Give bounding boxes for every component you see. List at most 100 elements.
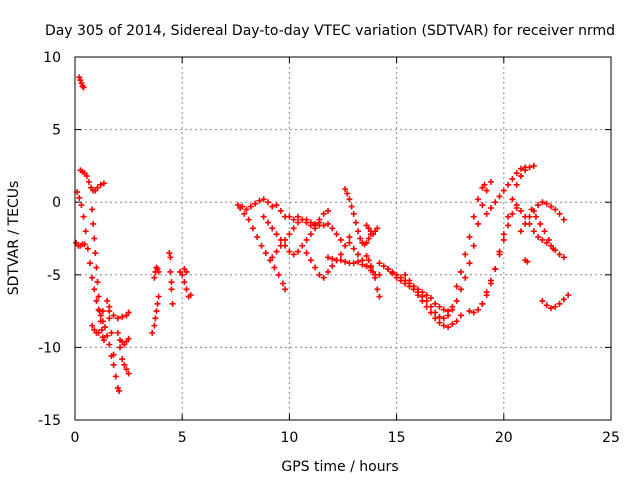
data-point	[492, 199, 499, 206]
data-point	[183, 286, 190, 293]
data-point	[346, 196, 353, 203]
data-point	[98, 326, 105, 333]
data-point	[104, 332, 111, 339]
series-arc-ab	[402, 178, 494, 322]
data-point	[449, 321, 456, 328]
data-point	[294, 213, 301, 220]
data-point	[436, 303, 443, 310]
data-point	[121, 361, 128, 368]
data-point	[76, 194, 83, 201]
data-point	[376, 293, 383, 300]
data-point	[457, 286, 464, 293]
data-point	[374, 286, 381, 293]
data-point	[423, 292, 430, 299]
data-point	[547, 203, 554, 210]
data-point	[539, 199, 546, 206]
y-tick-label: 0	[52, 195, 61, 211]
data-point	[532, 213, 539, 220]
data-point	[94, 279, 101, 286]
data-point	[181, 279, 188, 286]
data-point	[528, 206, 535, 213]
data-point	[264, 199, 271, 206]
x-tick-label: 20	[495, 430, 513, 446]
data-point	[445, 312, 452, 319]
data-point	[89, 206, 96, 213]
data-point	[320, 210, 327, 217]
data-point	[91, 286, 98, 293]
data-point	[106, 315, 113, 322]
data-point	[114, 315, 121, 322]
data-point	[483, 292, 490, 299]
data-point	[249, 225, 256, 232]
data-point	[166, 250, 173, 257]
data-point	[262, 250, 269, 257]
data-point	[273, 202, 280, 209]
data-point	[85, 178, 92, 185]
data-point	[258, 242, 265, 249]
data-point	[110, 312, 117, 319]
series-arc-y	[363, 252, 383, 300]
data-point	[410, 283, 417, 290]
series-arc-s	[282, 213, 344, 243]
x-tick-label: 10	[280, 430, 298, 446]
data-point	[89, 274, 96, 281]
data-point	[183, 268, 190, 275]
data-point	[427, 303, 434, 310]
data-point	[565, 292, 572, 299]
data-point	[436, 313, 443, 320]
data-point	[530, 228, 537, 235]
data-point	[337, 236, 344, 243]
data-point	[273, 231, 280, 238]
data-point	[453, 297, 460, 304]
data-point	[483, 187, 490, 194]
data-point	[505, 213, 512, 220]
data-point	[87, 260, 94, 267]
series-arc-ae	[479, 162, 537, 307]
series-arc-b	[77, 167, 107, 194]
data-point	[357, 235, 364, 242]
data-point	[479, 300, 486, 307]
data-point	[500, 231, 507, 238]
series-arc-k	[149, 293, 162, 336]
data-point	[110, 361, 117, 368]
data-point	[348, 203, 355, 210]
data-point	[316, 216, 323, 223]
data-point	[307, 257, 314, 264]
data-point	[517, 207, 524, 214]
x-axis-label: GPS time / hours	[281, 459, 398, 475]
data-point	[333, 231, 340, 238]
series-arc-l	[151, 264, 162, 281]
data-point	[556, 251, 563, 258]
data-point	[294, 219, 301, 226]
data-point	[90, 220, 97, 227]
data-point	[380, 263, 387, 270]
data-point	[509, 210, 516, 217]
data-point	[114, 385, 121, 392]
data-point	[560, 296, 567, 303]
data-point	[365, 257, 372, 264]
data-point	[290, 216, 297, 223]
data-point	[481, 181, 488, 188]
series-arc-af	[483, 164, 529, 217]
data-point	[505, 222, 512, 229]
x-tick-label: 0	[71, 430, 80, 446]
data-point	[237, 205, 244, 212]
data-point	[365, 235, 372, 242]
data-point	[537, 220, 544, 227]
data-point	[260, 213, 267, 220]
chart-title: Day 305 of 2014, Sidereal Day-to-day VTE…	[45, 23, 615, 39]
data-point	[151, 274, 158, 281]
data-point	[80, 213, 87, 220]
data-point	[100, 180, 107, 187]
data-point	[320, 274, 327, 281]
data-point	[82, 228, 89, 235]
data-point	[457, 312, 464, 319]
data-point	[78, 80, 85, 87]
data-point	[449, 306, 456, 313]
data-point	[359, 257, 366, 264]
data-point	[475, 196, 482, 203]
data-point	[282, 286, 289, 293]
data-point	[389, 270, 396, 277]
